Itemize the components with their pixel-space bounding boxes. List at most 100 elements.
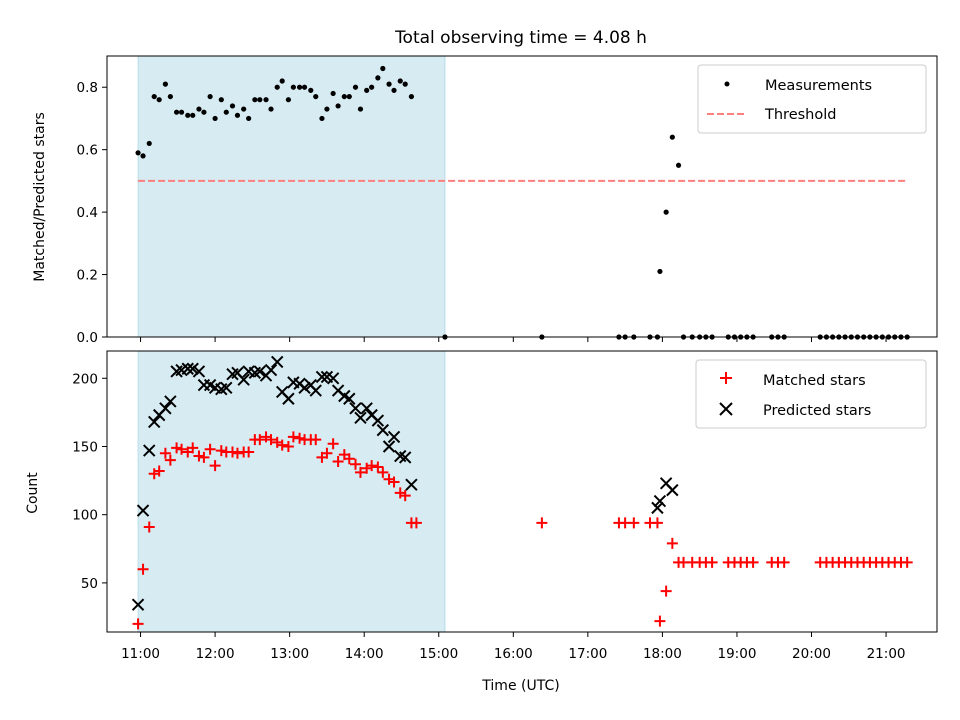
chart-title: Total observing time = 4.08 h bbox=[394, 28, 647, 48]
bottom-legend: Matched stars Predicted stars bbox=[695, 359, 927, 429]
matched-star-point bbox=[294, 432, 306, 444]
predicted-star-point bbox=[143, 444, 156, 457]
predicted-star-point bbox=[186, 362, 199, 375]
predicted-star-point bbox=[271, 355, 284, 369]
measurement-point bbox=[285, 97, 292, 103]
measurement-point bbox=[178, 109, 185, 115]
predicted-star-point bbox=[192, 365, 206, 378]
legend-label-measurements: Measurements bbox=[765, 78, 872, 94]
measurement-point bbox=[352, 84, 359, 90]
matched-star-point bbox=[226, 446, 238, 458]
measurement-point bbox=[391, 87, 397, 93]
measurement-point bbox=[386, 81, 392, 87]
measurement-point bbox=[263, 97, 269, 103]
measurement-point bbox=[274, 84, 280, 90]
matched-star-point bbox=[276, 439, 288, 451]
matched-star-point bbox=[282, 440, 294, 452]
measurement-point bbox=[335, 103, 341, 109]
predicted-star-point bbox=[382, 440, 396, 453]
matched-star-point bbox=[660, 585, 672, 597]
predicted-star-point bbox=[405, 478, 418, 491]
measurement-point bbox=[657, 268, 663, 275]
measurement-point bbox=[408, 93, 415, 100]
x-tick-label: 12:00 bbox=[196, 646, 235, 662]
bottom-x-axis: 11:00 12:00 13:00 14:00 15:00 16:00 17:00 18:00… bbox=[121, 632, 906, 662]
top-y-tick-label: 0.8 bbox=[77, 80, 98, 96]
measurement-point bbox=[156, 97, 162, 103]
measurement-point bbox=[369, 84, 375, 90]
measurement-point bbox=[241, 106, 247, 112]
top-y-axis: 0.0 0.2 0.4 0.6 0.8 bbox=[77, 80, 107, 346]
matched-star-point bbox=[778, 556, 790, 568]
x-tick-label: 21:00 bbox=[867, 646, 906, 662]
measurement-point bbox=[663, 209, 669, 215]
matched-star-point bbox=[388, 476, 400, 488]
matched-star-point bbox=[399, 490, 411, 502]
predicted-star-point bbox=[653, 494, 667, 508]
matched-star-point bbox=[209, 460, 221, 472]
matched-star-point bbox=[377, 466, 389, 478]
matched-star-point bbox=[366, 460, 378, 472]
matched-star-point bbox=[198, 451, 210, 463]
measurement-point bbox=[212, 115, 218, 122]
predicted-star-point bbox=[136, 504, 150, 517]
measurement-point bbox=[223, 109, 229, 115]
top-panel: 0.00.20.40.60.8 Matched/Predicted stars … bbox=[32, 55, 938, 346]
measurement-point bbox=[185, 112, 191, 118]
measurement-point bbox=[402, 81, 408, 87]
measurement-point bbox=[257, 97, 263, 103]
matched-star-point bbox=[265, 434, 277, 446]
measurement-point bbox=[308, 87, 314, 93]
measurement-point bbox=[196, 106, 202, 112]
predicted-star-point bbox=[387, 430, 401, 444]
predicted-star-point bbox=[371, 414, 385, 427]
predicted-star-point bbox=[326, 372, 340, 385]
measurement-point bbox=[397, 78, 403, 84]
bottom-y-axis-label: Count bbox=[25, 472, 41, 514]
matched-star-point bbox=[243, 446, 255, 458]
top-legend-frame bbox=[697, 64, 927, 134]
matched-star-point bbox=[350, 458, 362, 470]
predicted-star-point bbox=[220, 381, 233, 395]
measurement-point bbox=[669, 134, 675, 140]
matched-star-point bbox=[176, 443, 188, 455]
top-y-tick-label: 0.2 bbox=[77, 268, 98, 284]
measurement-point bbox=[375, 75, 381, 81]
measurement-point bbox=[146, 140, 152, 147]
legend-label-threshold: Threshold bbox=[764, 107, 836, 123]
matched-star-point bbox=[747, 556, 759, 568]
matched-star-point bbox=[254, 434, 266, 446]
measurement-point bbox=[330, 90, 336, 97]
top-y-tick-label: 0.4 bbox=[77, 205, 98, 221]
legend-marker-measurements bbox=[724, 81, 730, 87]
top-y-axis-label: Matched/Predicted stars bbox=[32, 112, 48, 282]
matched-star-point bbox=[536, 517, 548, 529]
matched-star-point bbox=[327, 438, 339, 450]
measurement-point bbox=[279, 78, 285, 84]
measurement-point bbox=[246, 115, 252, 122]
predicted-star-point bbox=[131, 598, 145, 611]
predicted-star-point bbox=[343, 392, 356, 405]
legend-label-matched: Matched stars bbox=[763, 373, 866, 389]
bottom-y-tick-label: 200 bbox=[72, 371, 98, 387]
matched-star-point bbox=[628, 517, 640, 529]
x-tick-label: 16:00 bbox=[494, 646, 533, 662]
matched-star-point bbox=[332, 455, 344, 467]
matched-star-point bbox=[204, 443, 216, 455]
matched-star-point bbox=[215, 445, 227, 457]
measurement-point bbox=[675, 162, 682, 168]
x-tick-label: 13:00 bbox=[270, 646, 309, 662]
x-tick-label: 20:00 bbox=[792, 646, 831, 662]
measurement-point bbox=[380, 65, 386, 72]
x-tick-label: 15:00 bbox=[419, 646, 458, 662]
measurement-point bbox=[268, 106, 274, 112]
predicted-star-point bbox=[282, 392, 295, 405]
measurement-point bbox=[346, 93, 352, 100]
measurement-point bbox=[364, 87, 370, 93]
predicted-star-point bbox=[349, 402, 362, 415]
bottom-y-axis: 50 100 150 200 bbox=[72, 371, 107, 592]
predicted-star-point bbox=[315, 370, 329, 384]
matched-star-point bbox=[164, 454, 176, 466]
legend-label-predicted: Predicted stars bbox=[763, 403, 871, 419]
matched-star-point bbox=[651, 517, 663, 529]
